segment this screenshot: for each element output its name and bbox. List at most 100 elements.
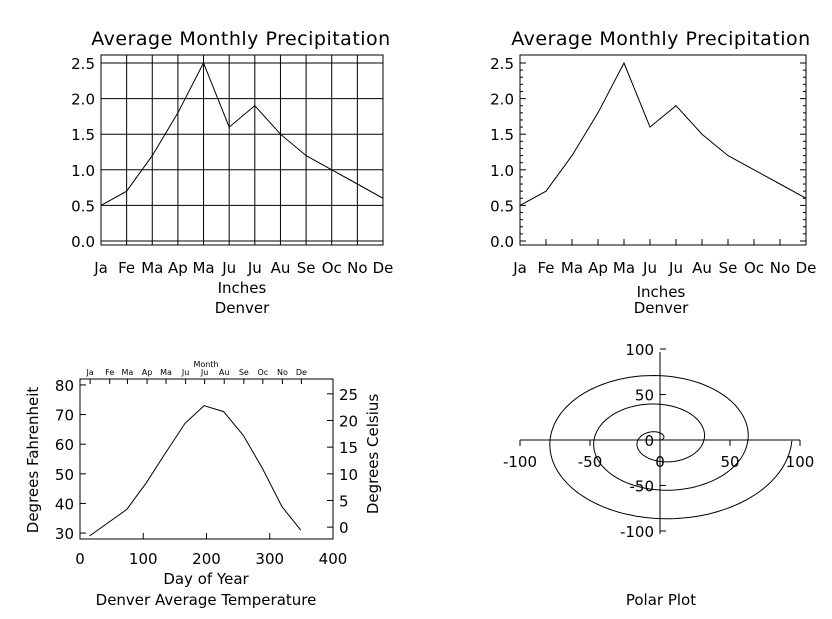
x-tick-label: Au xyxy=(271,259,291,277)
x-tick-label: -50 xyxy=(578,453,603,471)
gridlines xyxy=(100,55,384,245)
x-tick-label: Fe xyxy=(118,259,135,277)
month-tick-label: Ja xyxy=(85,368,93,377)
y-tick-label: 80 xyxy=(55,377,74,395)
chart-title: Polar Plot xyxy=(626,591,696,609)
y-tick-label: 40 xyxy=(55,495,74,513)
y2-tick-labels: 0 5 10 15 20 25 xyxy=(339,386,358,537)
y-tick-label: -100 xyxy=(620,523,654,541)
x-tick-label: -100 xyxy=(503,453,537,471)
tick-marks xyxy=(79,379,334,539)
y2-tick-label: 15 xyxy=(339,439,358,457)
x-tick-label: Ja xyxy=(512,259,527,277)
x-tick-label: 0 xyxy=(655,453,665,471)
x-tick-labels: Ja Fe Ma Ap Ma Ju Ju Au Se Oc No De xyxy=(512,259,816,277)
x-tick-label: Ap xyxy=(168,259,188,277)
x-tick-label: Ju xyxy=(247,259,262,277)
series-line-precipitation xyxy=(519,61,807,206)
chart-title: Denver Average Temperature xyxy=(96,591,317,609)
x-tick-label: Ma xyxy=(613,259,635,277)
plot-frame xyxy=(519,54,807,246)
series-line-spiral xyxy=(549,374,793,520)
y-tick-label: 0.5 xyxy=(490,197,514,215)
month-tick-label: Se xyxy=(239,368,249,377)
y2-tick-label: 25 xyxy=(339,386,358,404)
x-axis-label: Inches xyxy=(637,283,686,301)
y-tick-label: 50 xyxy=(635,387,654,405)
x-tick-label: 50 xyxy=(720,453,739,471)
x-tick-label: 400 xyxy=(319,550,348,568)
y-tick-label: 0.0 xyxy=(490,233,514,251)
month-tick-label: Fe xyxy=(105,368,114,377)
y2-tick-label: 10 xyxy=(339,466,358,484)
y-tick-labels: 30 40 50 60 70 80 xyxy=(55,377,74,543)
y-tick-label: 50 xyxy=(55,466,74,484)
month-tick-labels: Ja Fe Ma Ap Ma Ju Ju Au Se Oc No De xyxy=(85,368,307,377)
x-tick-label: Ma xyxy=(561,259,583,277)
x-tick-labels: 0 100 200 300 400 xyxy=(75,550,347,568)
x-tick-label: Ma xyxy=(192,259,214,277)
y-tick-label: 0.5 xyxy=(71,197,95,215)
y-tick-label: 0.0 xyxy=(71,233,95,251)
y-tick-label: 1.0 xyxy=(71,162,95,180)
y-tick-label: 70 xyxy=(55,407,74,425)
x-tick-labels: -100 -50 0 50 100 xyxy=(503,453,814,471)
series-line-precipitation xyxy=(100,61,384,206)
chart-subtitle: Denver xyxy=(634,299,689,317)
y-tick-label: 2.0 xyxy=(490,91,514,109)
y-tick-label: 30 xyxy=(55,525,74,543)
x-axis-label: Day of Year xyxy=(163,570,249,588)
y-tick-label: 60 xyxy=(55,436,74,454)
month-tick-label: No xyxy=(277,368,288,377)
x-tick-label: De xyxy=(373,259,394,277)
chart-title: Average Monthly Precipitation xyxy=(511,28,810,50)
tick-marks xyxy=(519,62,807,245)
month-tick-label: De xyxy=(296,368,307,377)
y-tick-label: 1.5 xyxy=(71,126,95,144)
plot-frame xyxy=(79,378,334,540)
month-tick-label: Au xyxy=(219,368,230,377)
x-tick-label: No xyxy=(770,259,790,277)
x-tick-label: Ap xyxy=(588,259,608,277)
top-axis-label: Month xyxy=(193,360,218,369)
y-tick-label: 2.5 xyxy=(71,55,95,73)
series-line-temperature xyxy=(89,405,302,537)
precipitation-chart-grid: Average Monthly Precipitation 0.0 0.5 1.0 1… xyxy=(71,28,393,317)
month-tick-label: Ma xyxy=(122,368,134,377)
y-tick-label: 100 xyxy=(625,341,654,359)
y-tick-label: 0 xyxy=(644,432,654,450)
y-tick-label: -50 xyxy=(630,478,655,496)
x-tick-label: 200 xyxy=(192,550,221,568)
precipitation-chart-ticks: Average Monthly Precipitation 0.0 0.5 1.0 1… xyxy=(490,28,816,317)
plot-frame xyxy=(100,54,384,246)
x-tick-label: Fe xyxy=(537,259,554,277)
y-tick-label: 1.5 xyxy=(490,126,514,144)
x-tick-label: Au xyxy=(692,259,712,277)
x-tick-label: Se xyxy=(719,259,738,277)
temperature-chart: 30 40 50 60 70 80 0 5 10 15 20 25 0 100 200 300 400 Ja… xyxy=(24,360,382,609)
x-tick-label: Oc xyxy=(322,259,342,277)
x-tick-label: Se xyxy=(297,259,316,277)
x-tick-label: Oc xyxy=(744,259,764,277)
x-tick-label: Ju xyxy=(642,259,657,277)
y-tick-labels: 0.0 0.5 1.0 1.5 2.0 2.5 xyxy=(490,55,514,251)
month-tick-label: Oc xyxy=(257,368,268,377)
x-tick-label: 300 xyxy=(255,550,284,568)
y-tick-label: 2.0 xyxy=(71,91,95,109)
x-tick-label: 100 xyxy=(129,550,158,568)
chart-subtitle: Denver xyxy=(215,299,270,317)
x-tick-label: 100 xyxy=(786,453,815,471)
y2-tick-label: 5 xyxy=(339,492,349,510)
x-tick-label: Ju xyxy=(668,259,683,277)
x-tick-label: No xyxy=(347,259,367,277)
month-tick-label: Ju xyxy=(200,368,208,377)
y2-tick-label: 0 xyxy=(339,519,349,537)
y-axis-label: Degrees Fahrenheit xyxy=(24,387,42,534)
y-tick-label: 2.5 xyxy=(490,55,514,73)
y-tick-labels: 0.0 0.5 1.0 1.5 2.0 2.5 xyxy=(71,55,95,251)
month-tick-label: Ma xyxy=(160,368,172,377)
x-tick-label: Ja xyxy=(93,259,108,277)
month-tick-label: Ju xyxy=(181,368,189,377)
